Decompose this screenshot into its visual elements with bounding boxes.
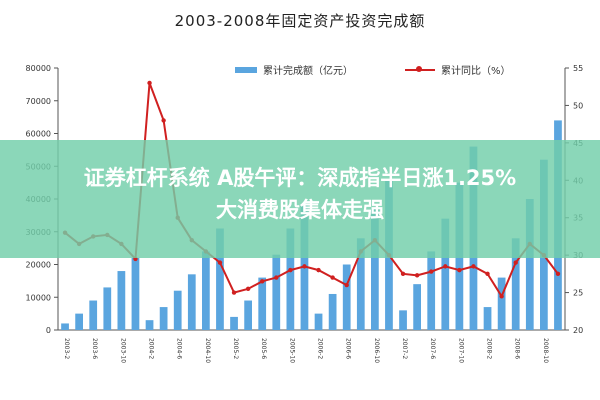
bar-2005-08 <box>272 254 281 330</box>
x-axis-tick-label: 2003-2 <box>63 338 70 359</box>
bar-2004-10 <box>202 251 210 330</box>
headline-text: 证券杠杆系统 A股午评：深成指半日涨1.25% 大消费股集体走强 <box>0 162 600 226</box>
growth-point-2007-12 <box>471 264 476 269</box>
bar-2004-12 <box>216 228 224 330</box>
bar-2004-02 <box>145 320 154 330</box>
bar-2006-02 <box>314 313 323 330</box>
bar-2005-10 <box>286 228 295 330</box>
growth-point-2005-08 <box>274 275 279 280</box>
legend-bar-label: 累计完成额（亿元） <box>263 66 353 77</box>
growth-point-2005-12 <box>302 264 307 269</box>
bar-2003-12 <box>131 257 140 330</box>
x-axis-tick-label: 2005-2 <box>232 338 239 359</box>
bar-2008-06 <box>511 238 520 330</box>
left-axis-tick-label: 80000 <box>26 64 51 73</box>
growth-point-2008-04 <box>499 294 504 299</box>
bar-2005-06 <box>258 277 267 330</box>
x-axis-tick-label: 2006-6 <box>345 338 352 359</box>
headline-line-1: 证券杠杆系统 A股午评：深成指半日涨1.25% <box>83 166 517 190</box>
bar-2006-10 <box>371 208 379 330</box>
growth-point-2007-06 <box>429 269 434 274</box>
x-axis-tick-label: 2007-10 <box>457 338 464 363</box>
x-axis-tick-label: 2007-6 <box>429 338 436 359</box>
bar-2003-06 <box>89 300 98 330</box>
right-axis-tick-label: 20 <box>573 326 583 335</box>
growth-point-2005-06 <box>260 279 265 284</box>
bar-2007-06 <box>427 251 436 330</box>
growth-point-2004-04 <box>161 118 166 123</box>
x-axis-tick-label: 2008-2 <box>486 338 493 359</box>
x-axis-tick-label: 2003-6 <box>91 338 98 359</box>
growth-point-2008-06 <box>513 260 518 265</box>
bar-2008-04 <box>497 277 506 330</box>
legend-bar-entry: 累计完成额（亿元） <box>235 62 353 77</box>
bar-2006-08 <box>356 238 365 330</box>
growth-point-2006-04 <box>330 275 335 280</box>
x-axis-tick-label: 2006-10 <box>373 338 380 363</box>
bar-2007-04 <box>413 284 421 330</box>
x-axis-tick-label: 2003-10 <box>119 338 126 363</box>
bar-2007-08 <box>441 218 450 330</box>
bar-2007-02 <box>399 310 407 330</box>
left-axis-tick-label: 20000 <box>26 261 51 270</box>
headline-line-2: 大消费股集体走强 <box>216 198 384 222</box>
x-axis-tick-label: 2004-2 <box>148 338 155 359</box>
growth-point-2008-02 <box>485 271 490 277</box>
bar-2005-02 <box>230 316 238 330</box>
bar-2008-08 <box>525 199 534 330</box>
growth-point-2005-04 <box>245 286 251 292</box>
bar-2003-02 <box>61 323 69 330</box>
growth-line <box>64 82 559 299</box>
legend-line-label: 累计同比（%） <box>441 66 511 77</box>
legend-line-swatch <box>405 65 435 72</box>
bar-2006-04 <box>328 293 337 330</box>
bar-2003-10 <box>117 271 126 330</box>
bar-2003-04 <box>75 313 83 330</box>
bar-2006-06 <box>342 264 351 330</box>
growth-point-2007-10 <box>457 267 462 273</box>
headline-banner <box>0 140 600 258</box>
chart-title: 2003-2008年固定资产投资完成额 <box>174 12 426 30</box>
growth-point-2008-12 <box>555 271 561 277</box>
bar-2004-06 <box>173 290 182 330</box>
bar-2004-04 <box>159 307 168 330</box>
growth-point-2007-02 <box>400 271 406 277</box>
right-axis-tick-label: 50 <box>573 101 583 110</box>
x-axis-tick-label: 2007-2 <box>401 338 408 359</box>
right-axis-tick-label: 55 <box>573 64 583 73</box>
left-axis-tick-label: 70000 <box>26 97 51 106</box>
x-axis-tick-label: 2004-6 <box>176 338 183 359</box>
bar-2004-08 <box>187 274 196 330</box>
left-axis-tick-label: 0 <box>46 326 51 335</box>
x-axis-tick-label: 2008-10 <box>542 338 549 363</box>
bar-2005-04 <box>244 300 252 330</box>
growth-point-2004-02 <box>147 80 152 86</box>
growth-point-2005-02 <box>231 290 237 295</box>
growth-point-2006-02 <box>316 267 321 273</box>
bar-2008-02 <box>483 307 492 330</box>
growth-point-2007-08 <box>443 264 448 269</box>
x-axis-tick-label: 2005-6 <box>260 338 267 359</box>
bar-2003-08 <box>103 287 112 330</box>
legend-bar-swatch <box>235 66 257 73</box>
legend-line-entry: 累计同比（%） <box>405 62 511 77</box>
x-axis-tick-label: 2004-10 <box>204 338 211 363</box>
left-axis-tick-label: 10000 <box>26 293 51 302</box>
x-axis-tick-label: 2006-2 <box>317 338 324 359</box>
x-axis-tick-label: 2005-10 <box>288 338 295 363</box>
growth-point-2004-12 <box>217 260 223 265</box>
growth-point-2006-06 <box>344 282 349 288</box>
left-axis-tick-label: 60000 <box>26 130 51 139</box>
right-axis-tick-label: 25 <box>573 289 583 298</box>
growth-point-2007-04 <box>414 273 420 278</box>
x-axis-tick-label: 2008-6 <box>514 338 521 359</box>
growth-point-2005-10 <box>288 267 293 273</box>
